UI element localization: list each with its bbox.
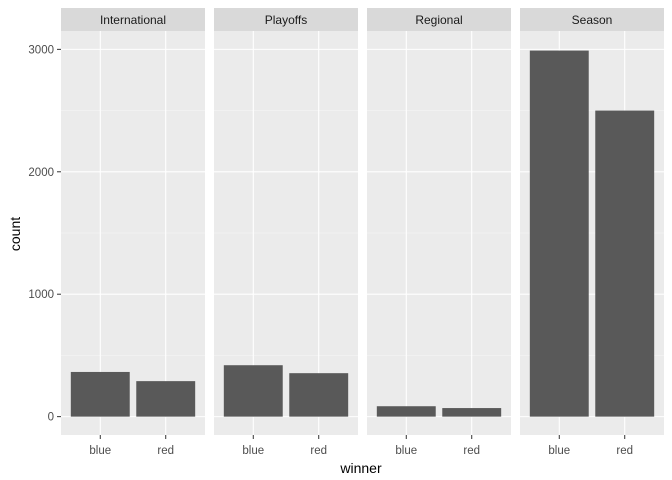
bar-red <box>289 373 349 417</box>
x-tick-label: red <box>463 445 480 457</box>
y-axis: 0 1000 2000 3000 <box>28 44 61 424</box>
x-axis-title: winner <box>339 460 382 476</box>
y-axis-title: count <box>7 217 23 251</box>
facet-strip-label: Regional <box>415 13 462 27</box>
y-tick-label: 0 <box>48 412 54 424</box>
bar-red <box>595 110 655 417</box>
facet-panel: International blue red <box>61 8 205 457</box>
facet-strip-label: International <box>100 13 166 27</box>
x-tick-label: red <box>310 445 327 457</box>
facet-strip-label: Season <box>572 13 613 27</box>
facet-strip-label: Playoffs <box>265 13 307 27</box>
facet-panel: Playoffs blue red <box>214 8 358 457</box>
bar-blue <box>223 365 283 417</box>
facet-strip <box>520 8 664 31</box>
bar-red <box>136 381 196 417</box>
bar-red <box>442 408 502 417</box>
facet-strip <box>214 8 358 31</box>
facet-strip <box>61 8 205 31</box>
x-tick-label: blue <box>89 445 111 457</box>
facet-panel: Regional blue red <box>367 8 511 457</box>
y-tick-label: 1000 <box>28 289 54 301</box>
x-tick-label: blue <box>548 445 570 457</box>
bar-blue <box>529 50 589 417</box>
x-tick-label: blue <box>395 445 417 457</box>
facet-strip <box>367 8 511 31</box>
y-tick-label: 2000 <box>28 167 54 179</box>
x-tick-label: red <box>616 445 633 457</box>
x-tick-label: blue <box>242 445 264 457</box>
bar-blue <box>376 406 436 417</box>
y-tick-label: 3000 <box>28 44 54 56</box>
bar-blue <box>70 371 130 417</box>
x-tick-label: red <box>157 445 174 457</box>
facet-panel: Season blue red <box>520 8 664 457</box>
